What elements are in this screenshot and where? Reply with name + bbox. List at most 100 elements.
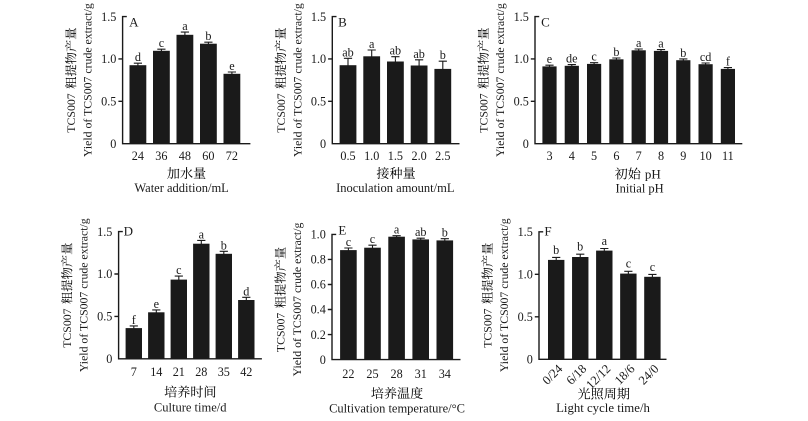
svg-text:de: de: [566, 52, 578, 66]
svg-text:Yield of TCS007 crude extract/: Yield of TCS007 crude extract/g: [497, 218, 511, 372]
svg-text:0.2: 0.2: [311, 328, 326, 342]
svg-text:Yield of TCS007 crude extract/: Yield of TCS007 crude extract/g: [290, 223, 304, 377]
svg-text:d: d: [135, 50, 141, 64]
svg-text:c: c: [159, 36, 165, 50]
svg-text:cd: cd: [700, 50, 712, 64]
svg-text:0.5: 0.5: [340, 149, 355, 163]
svg-text:a: a: [199, 227, 205, 241]
svg-text:22: 22: [342, 367, 354, 381]
svg-text:24: 24: [132, 149, 144, 163]
svg-text:0: 0: [106, 352, 112, 366]
svg-text:Initial pH: Initial pH: [615, 181, 663, 195]
svg-text:pH: pH: [645, 167, 661, 182]
svg-text:0/24: 0/24: [540, 361, 566, 387]
svg-text:Cultivation temperature/°C: Cultivation temperature/°C: [329, 401, 465, 415]
svg-text:8: 8: [658, 149, 664, 163]
svg-text:a: a: [602, 234, 608, 248]
svg-text:c: c: [346, 235, 352, 249]
svg-text:25: 25: [366, 367, 378, 381]
svg-text:1.0: 1.0: [311, 52, 326, 66]
svg-text:0.5: 0.5: [514, 95, 529, 109]
svg-text:1.5: 1.5: [97, 225, 112, 239]
svg-text:Yield of TCS007 crude extract/: Yield of TCS007 crude extract/g: [493, 3, 507, 157]
svg-text:1.0: 1.0: [311, 228, 326, 242]
svg-text:7: 7: [131, 365, 137, 379]
svg-text:TCS007: TCS007: [481, 308, 495, 347]
svg-text:34: 34: [439, 367, 451, 381]
svg-text:d: d: [243, 284, 249, 298]
svg-text:e: e: [229, 59, 234, 73]
svg-text:11: 11: [722, 149, 734, 163]
svg-text:4: 4: [569, 149, 575, 163]
svg-text:21: 21: [173, 365, 185, 379]
svg-text:ab: ab: [415, 225, 427, 239]
svg-text:7: 7: [636, 149, 642, 163]
svg-text:b: b: [577, 240, 583, 254]
svg-text:Yield of TCS007 crude extract/: Yield of TCS007 crude extract/g: [81, 3, 95, 157]
svg-text:b: b: [205, 29, 211, 43]
svg-text:3: 3: [546, 149, 552, 163]
svg-text:Water addition/mL: Water addition/mL: [134, 181, 228, 195]
svg-text:c: c: [650, 260, 656, 274]
svg-text:1.0: 1.0: [97, 267, 112, 281]
svg-text:14: 14: [150, 365, 162, 379]
svg-text:1.5: 1.5: [518, 225, 533, 239]
svg-text:F: F: [544, 223, 551, 238]
svg-text:1.0: 1.0: [101, 52, 116, 66]
svg-text:c: c: [370, 232, 376, 246]
svg-text:28: 28: [195, 365, 207, 379]
svg-text:f: f: [726, 55, 731, 69]
svg-text:b: b: [442, 226, 448, 240]
svg-text:9: 9: [680, 149, 686, 163]
svg-text:Light cycle time/h: Light cycle time/h: [556, 401, 650, 415]
svg-text:a: a: [369, 37, 375, 51]
svg-text:c: c: [626, 257, 632, 271]
svg-text:TCS007: TCS007: [60, 308, 74, 347]
svg-text:b: b: [221, 238, 227, 252]
svg-text:42: 42: [240, 365, 252, 379]
svg-text:B: B: [338, 15, 347, 30]
svg-text:c: c: [591, 50, 597, 64]
svg-text:a: a: [182, 19, 188, 33]
svg-text:1.5: 1.5: [388, 149, 403, 163]
svg-text:0: 0: [320, 137, 326, 151]
svg-text:1.5: 1.5: [514, 10, 529, 24]
svg-text:C: C: [541, 15, 550, 30]
svg-text:0.5: 0.5: [311, 95, 326, 109]
svg-text:b: b: [680, 46, 686, 60]
svg-text:6: 6: [613, 149, 619, 163]
svg-text:48: 48: [179, 149, 191, 163]
svg-text:12/12: 12/12: [583, 362, 613, 392]
svg-text:TCS007: TCS007: [64, 93, 78, 132]
svg-text:0.4: 0.4: [311, 303, 326, 317]
svg-text:5: 5: [591, 149, 597, 163]
svg-text:36: 36: [155, 149, 167, 163]
svg-text:c: c: [176, 263, 182, 277]
svg-text:24/0: 24/0: [636, 362, 662, 388]
svg-text:ab: ab: [413, 47, 425, 61]
svg-text:31: 31: [415, 367, 427, 381]
svg-text:0: 0: [523, 137, 529, 151]
svg-text:E: E: [338, 222, 346, 237]
svg-text:0.5: 0.5: [97, 310, 112, 324]
svg-text:b: b: [553, 243, 559, 257]
svg-text:b: b: [440, 48, 446, 62]
svg-text:TCS007: TCS007: [274, 313, 288, 352]
svg-text:a: a: [394, 223, 400, 237]
svg-text:0.5: 0.5: [101, 95, 116, 109]
svg-text:0: 0: [110, 137, 116, 151]
svg-text:0.5: 0.5: [518, 310, 533, 324]
svg-text:ab: ab: [342, 45, 354, 59]
svg-text:2.0: 2.0: [411, 149, 426, 163]
svg-text:TCS007: TCS007: [477, 93, 491, 132]
svg-text:1.0: 1.0: [514, 52, 529, 66]
svg-text:Yield of TCS007 crude extract/: Yield of TCS007 crude extract/g: [77, 218, 91, 372]
svg-text:TCS007: TCS007: [274, 93, 288, 132]
svg-text:D: D: [124, 223, 133, 238]
svg-text:0: 0: [527, 353, 533, 367]
svg-text:1.0: 1.0: [364, 149, 379, 163]
svg-text:72: 72: [226, 149, 238, 163]
svg-text:e: e: [547, 52, 552, 66]
svg-text:0.8: 0.8: [311, 253, 326, 267]
svg-text:a: a: [636, 36, 642, 50]
